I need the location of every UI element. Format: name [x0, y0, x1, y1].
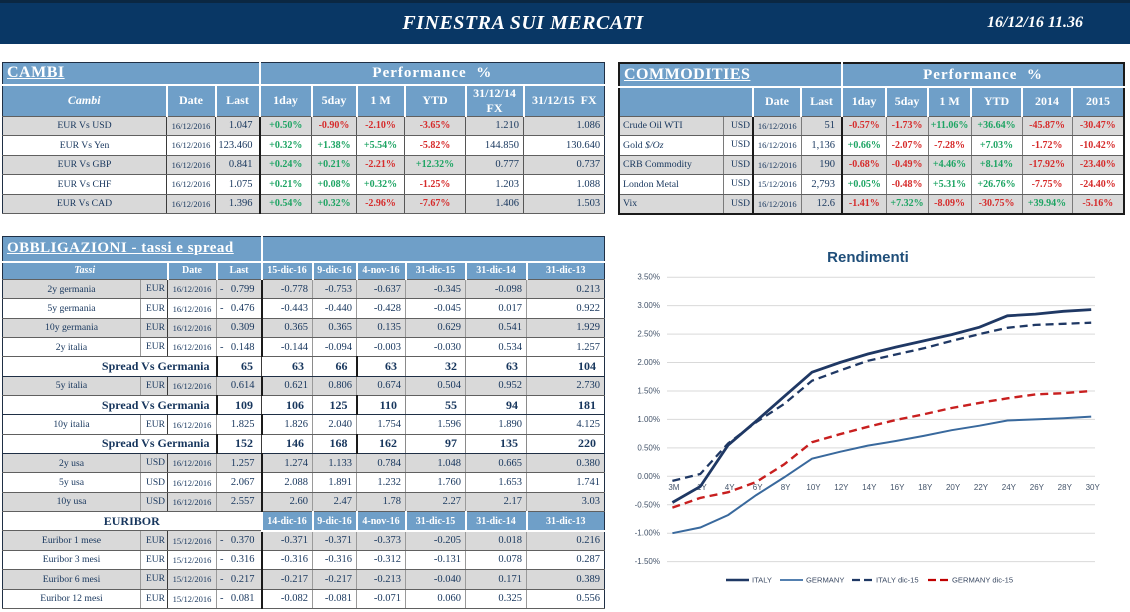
svg-text:-1.00%: -1.00%	[635, 529, 660, 538]
svg-text:3.00%: 3.00%	[637, 301, 660, 310]
svg-text:-0.50%: -0.50%	[635, 500, 660, 509]
svg-text:ITALY dic-15: ITALY dic-15	[876, 576, 919, 585]
svg-text:1Y: 1Y	[697, 483, 707, 492]
svg-text:Rendimenti: Rendimenti	[827, 249, 909, 266]
svg-text:16Y: 16Y	[890, 483, 905, 492]
svg-text:0.00%: 0.00%	[637, 472, 660, 481]
svg-text:3M: 3M	[668, 483, 679, 492]
svg-text:3.50%: 3.50%	[637, 273, 660, 282]
svg-text:14Y: 14Y	[862, 483, 877, 492]
svg-text:6Y: 6Y	[753, 483, 763, 492]
svg-text:GERMANY dic-15: GERMANY dic-15	[952, 576, 1013, 585]
svg-text:26Y: 26Y	[1030, 483, 1045, 492]
svg-text:30Y: 30Y	[1086, 483, 1101, 492]
svg-text:18Y: 18Y	[918, 483, 933, 492]
svg-text:4Y: 4Y	[725, 483, 735, 492]
svg-text:ITALY: ITALY	[752, 576, 772, 585]
svg-text:1.00%: 1.00%	[637, 415, 660, 424]
svg-text:28Y: 28Y	[1058, 483, 1073, 492]
svg-text:8Y: 8Y	[781, 483, 791, 492]
svg-text:10Y: 10Y	[806, 483, 821, 492]
svg-text:-1.50%: -1.50%	[635, 557, 660, 566]
svg-text:1.50%: 1.50%	[637, 387, 660, 396]
svg-text:12Y: 12Y	[834, 483, 849, 492]
svg-text:22Y: 22Y	[974, 483, 989, 492]
svg-text:20Y: 20Y	[946, 483, 961, 492]
svg-text:2.00%: 2.00%	[637, 358, 660, 367]
svg-text:0.50%: 0.50%	[637, 443, 660, 452]
svg-text:2.50%: 2.50%	[637, 330, 660, 339]
svg-text:GERMANY: GERMANY	[806, 576, 844, 585]
svg-text:24Y: 24Y	[1002, 483, 1017, 492]
